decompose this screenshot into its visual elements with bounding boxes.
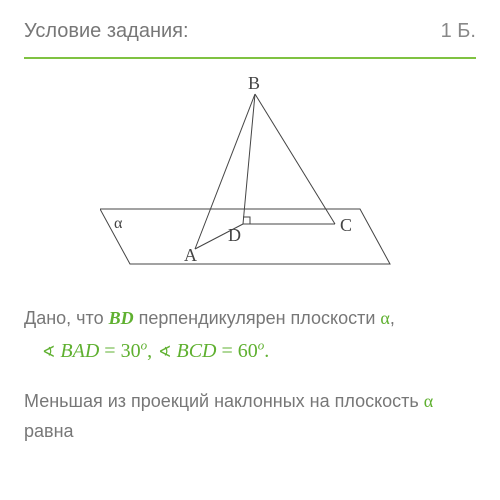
task-points: 1 Б. — [441, 20, 476, 43]
label-B: B — [248, 73, 260, 94]
label-C: C — [340, 215, 352, 236]
task-title: Условие задания: — [24, 20, 189, 43]
given-intro-mid: перпендикулярен плоскости — [134, 308, 381, 328]
label-A: A — [184, 245, 197, 266]
given-alpha: α — [380, 308, 389, 328]
given-intro-pre: Дано, что — [24, 308, 109, 328]
given-comma: , — [390, 308, 395, 328]
label-D: D — [228, 225, 241, 246]
angles-line: ∢ BAD = 30o, ∢ BCD = 60o. — [42, 334, 476, 368]
diagram-svg — [100, 79, 400, 279]
geometry-diagram: α B A D C — [100, 79, 400, 279]
angle2: ∢ BCD = 60o. — [158, 334, 269, 368]
diagram-lines — [195, 94, 335, 249]
angle-icon: ∢ — [42, 339, 55, 366]
angle-icon: ∢ — [158, 339, 171, 366]
question-pre: Меньшая из проекций наклонных на плоскос… — [24, 391, 424, 411]
given-text: Дано, что BD перпендикулярен плоскости α… — [24, 303, 476, 368]
diagram-container: α B A D C — [24, 79, 476, 279]
question-post: равна — [24, 421, 74, 441]
label-plane: α — [114, 215, 122, 233]
given-bd: BD — [109, 308, 134, 328]
question-text: Меньшая из проекций наклонных на плоскос… — [24, 386, 476, 447]
angle1: ∢ BAD = 30o, — [42, 334, 152, 368]
question-alpha: α — [424, 391, 433, 411]
task-header: Условие задания: 1 Б. — [24, 20, 476, 59]
